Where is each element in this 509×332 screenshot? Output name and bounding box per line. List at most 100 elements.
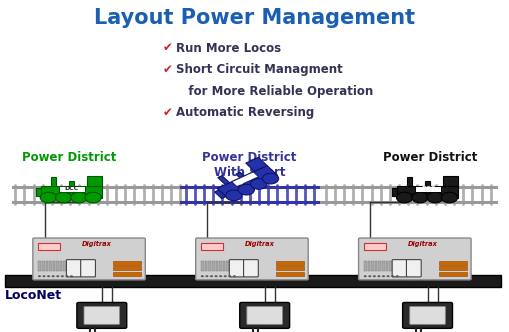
FancyBboxPatch shape — [403, 302, 453, 328]
Bar — [63, 261, 66, 271]
Bar — [439, 266, 467, 270]
FancyBboxPatch shape — [406, 260, 421, 277]
Bar — [212, 261, 215, 271]
FancyBboxPatch shape — [77, 302, 127, 328]
Polygon shape — [215, 190, 226, 199]
Circle shape — [382, 275, 385, 277]
Circle shape — [51, 275, 55, 277]
Bar — [56, 261, 59, 271]
Circle shape — [391, 275, 394, 277]
FancyBboxPatch shape — [66, 260, 81, 277]
FancyBboxPatch shape — [80, 260, 95, 277]
Bar — [113, 272, 141, 276]
Circle shape — [251, 179, 267, 189]
Text: Layout Power Management: Layout Power Management — [94, 8, 415, 28]
Polygon shape — [217, 166, 277, 198]
Circle shape — [386, 275, 390, 277]
Circle shape — [377, 275, 380, 277]
Bar — [276, 266, 304, 270]
Bar — [42, 261, 44, 271]
Bar — [276, 261, 304, 265]
Text: Short Circuit Managment: Short Circuit Managment — [176, 63, 343, 76]
Text: Digitrax: Digitrax — [245, 241, 274, 247]
Polygon shape — [246, 157, 267, 171]
Bar — [439, 261, 467, 265]
Bar — [202, 261, 204, 271]
Polygon shape — [59, 186, 85, 192]
Bar — [209, 261, 211, 271]
Polygon shape — [41, 186, 102, 198]
Bar — [276, 272, 304, 276]
Circle shape — [228, 275, 231, 277]
Bar — [364, 261, 366, 271]
Bar — [49, 261, 52, 271]
Text: DCC: DCC — [65, 186, 79, 191]
Polygon shape — [415, 186, 441, 192]
Polygon shape — [232, 172, 259, 187]
FancyBboxPatch shape — [33, 238, 145, 280]
Bar — [113, 266, 141, 270]
Text: Digitrax: Digitrax — [82, 241, 111, 247]
Bar — [386, 261, 388, 271]
Bar — [219, 261, 221, 271]
Circle shape — [206, 275, 209, 277]
Circle shape — [224, 275, 227, 277]
Bar — [382, 261, 384, 271]
Text: DCC: DCC — [238, 173, 252, 185]
Bar — [389, 261, 392, 271]
Text: Run More Locos: Run More Locos — [176, 42, 281, 54]
Circle shape — [40, 192, 56, 203]
Text: DCC: DCC — [421, 186, 435, 191]
Circle shape — [373, 275, 376, 277]
Circle shape — [61, 275, 64, 277]
Circle shape — [363, 275, 366, 277]
Circle shape — [210, 275, 213, 277]
FancyBboxPatch shape — [229, 260, 244, 277]
Circle shape — [56, 275, 59, 277]
Circle shape — [55, 192, 72, 203]
FancyBboxPatch shape — [410, 306, 445, 324]
Bar — [439, 272, 467, 276]
Bar — [5, 275, 501, 287]
Bar — [45, 261, 48, 271]
Text: LocoNet: LocoNet — [5, 289, 62, 302]
Bar — [375, 261, 377, 271]
Circle shape — [70, 275, 73, 277]
Circle shape — [47, 275, 50, 277]
Circle shape — [441, 192, 458, 203]
Polygon shape — [425, 181, 430, 186]
Bar — [113, 261, 141, 265]
FancyBboxPatch shape — [247, 306, 282, 324]
Polygon shape — [236, 172, 244, 178]
Circle shape — [215, 275, 217, 277]
Bar — [378, 261, 381, 271]
Text: ✔: ✔ — [163, 63, 173, 76]
Polygon shape — [392, 188, 397, 196]
FancyBboxPatch shape — [244, 260, 259, 277]
FancyBboxPatch shape — [392, 260, 407, 277]
Polygon shape — [397, 186, 458, 198]
Text: ✔: ✔ — [163, 42, 173, 54]
FancyBboxPatch shape — [84, 306, 120, 324]
Bar — [226, 261, 229, 271]
Bar — [222, 261, 225, 271]
Polygon shape — [87, 176, 102, 186]
Circle shape — [225, 190, 242, 201]
Bar — [202, 243, 222, 250]
Polygon shape — [36, 188, 41, 196]
Circle shape — [412, 192, 428, 203]
Bar — [364, 243, 386, 250]
Text: Power District: Power District — [21, 151, 116, 164]
Text: Digitrax: Digitrax — [408, 241, 437, 247]
Text: Power District: Power District — [383, 151, 477, 164]
FancyBboxPatch shape — [358, 238, 471, 280]
Polygon shape — [69, 181, 74, 186]
Circle shape — [71, 192, 87, 203]
Polygon shape — [51, 177, 56, 186]
Circle shape — [219, 275, 222, 277]
Circle shape — [233, 275, 236, 277]
Bar — [38, 243, 60, 250]
Circle shape — [38, 275, 41, 277]
Bar — [38, 261, 41, 271]
Bar — [52, 261, 55, 271]
